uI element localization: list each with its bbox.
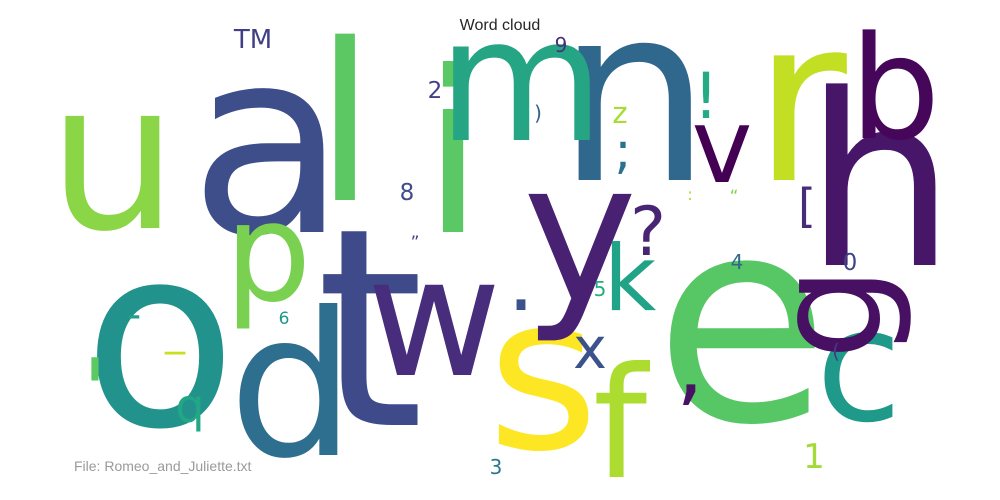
word-exclamation-mark: ! bbox=[693, 60, 718, 133]
word-4: 4 bbox=[731, 250, 744, 274]
word-1: 1 bbox=[803, 437, 825, 477]
word-q: q bbox=[175, 379, 204, 433]
word-d: d bbox=[229, 270, 356, 500]
word-colon: : bbox=[687, 185, 693, 205]
word-b: b bbox=[850, 5, 941, 172]
word-r: r bbox=[753, 0, 847, 234]
word-close-quote: ” bbox=[411, 233, 420, 253]
word-k: k bbox=[604, 227, 657, 332]
word-tm: TM bbox=[233, 25, 272, 55]
word-comma: , bbox=[676, 316, 703, 416]
word-z: z bbox=[612, 96, 627, 130]
word-apostrophe: ' bbox=[83, 341, 107, 441]
word-underscore: _ bbox=[164, 309, 186, 355]
word-t: t bbox=[316, 170, 424, 491]
word-o: o bbox=[83, 193, 237, 485]
word-3: 3 bbox=[490, 455, 503, 479]
word-0: 0 bbox=[843, 250, 858, 276]
word-close-paren: ) bbox=[534, 101, 542, 125]
word-6: 6 bbox=[279, 309, 290, 329]
word-h: h bbox=[804, 44, 955, 322]
word-i: i bbox=[422, 24, 485, 286]
word-2: 2 bbox=[428, 78, 443, 104]
word-u: u bbox=[48, 39, 178, 277]
word-hyphen: - bbox=[127, 292, 141, 338]
word-y: y bbox=[523, 120, 638, 346]
word-5: 5 bbox=[594, 277, 607, 301]
word-8: 8 bbox=[400, 180, 415, 206]
word-m: m bbox=[438, 0, 605, 181]
word-c: c bbox=[816, 275, 902, 458]
word-l: l bbox=[315, 0, 376, 252]
word-open-paren: ( bbox=[832, 339, 840, 363]
word-semicolon: ; bbox=[614, 122, 631, 181]
word-g: g bbox=[743, 266, 915, 360]
word-e: e bbox=[654, 156, 829, 488]
footer-file-label: File: Romeo_and_Juliette.txt bbox=[74, 458, 252, 474]
word-question-mark: ? bbox=[630, 193, 666, 272]
word-n: n bbox=[556, 0, 711, 238]
chart-title: Word cloud bbox=[460, 17, 541, 34]
word-a: a bbox=[189, 0, 347, 293]
word-p: p bbox=[225, 174, 312, 333]
word-v: v bbox=[692, 87, 753, 207]
word-w: w bbox=[367, 222, 502, 414]
word-open-bracket: [ bbox=[798, 179, 816, 233]
word-f: f bbox=[593, 335, 651, 500]
word-open-quote: “ bbox=[730, 187, 739, 207]
word-9: 9 bbox=[555, 33, 568, 57]
word-period: . bbox=[507, 231, 534, 331]
word-x: x bbox=[573, 316, 607, 382]
word-s: s bbox=[487, 250, 599, 499]
